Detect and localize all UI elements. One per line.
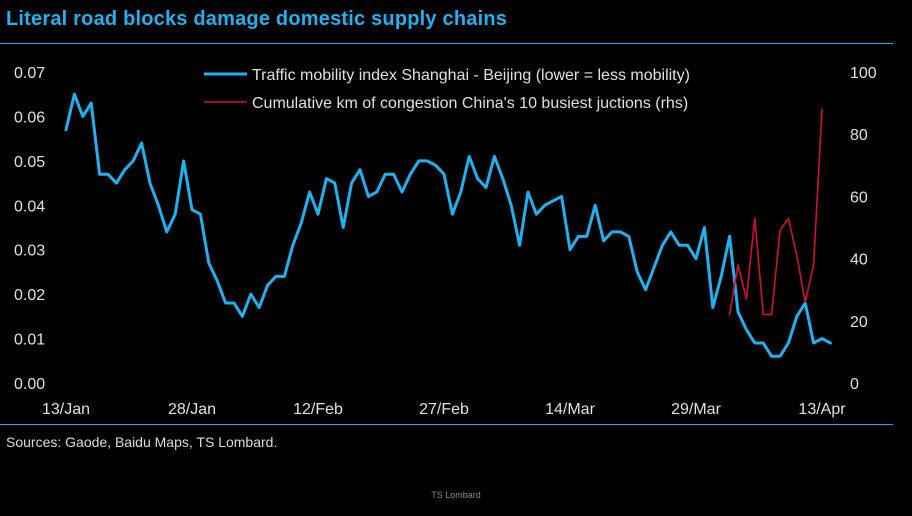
x-tick-label: 13/Apr — [798, 401, 846, 418]
line-chart: 0.00 0.01 0.02 0.03 0.04 0.05 0.06 0.07 0 20 40 60… — [14, 65, 877, 418]
right-tick-label: 100 — [850, 65, 877, 82]
legend: Traffic mobility index Shanghai - Beijin… — [204, 67, 690, 112]
legend-label: Cumulative km of congestion China's 10 b… — [252, 95, 688, 112]
left-tick-label: 0.07 — [14, 65, 45, 82]
footer-brand: TS Lombard — [431, 490, 481, 500]
left-tick-label: 0.04 — [14, 198, 45, 215]
left-tick-label: 0.02 — [14, 287, 45, 304]
source-divider — [0, 424, 893, 425]
left-tick-label: 0.05 — [14, 154, 45, 171]
left-tick-label: 0.00 — [14, 376, 45, 393]
right-tick-label: 80 — [850, 127, 868, 144]
congestion-line — [728, 108, 823, 316]
chart-title: Literal road blocks damage domestic supp… — [6, 8, 508, 30]
legend-label: Traffic mobility index Shanghai - Beijin… — [252, 67, 690, 84]
x-tick-label: 14/Mar — [545, 401, 595, 418]
title-divider — [0, 43, 893, 44]
right-axis-tick-labels: 0 20 40 60 80 100 — [850, 65, 877, 393]
series-layer — [64, 92, 832, 358]
left-tick-label: 0.01 — [14, 332, 45, 349]
x-axis-tick-labels: 13/Jan 28/Jan 12/Feb 27/Feb 14/Mar 29/Mar 13/A… — [42, 401, 846, 418]
left-axis-tick-labels: 0.00 0.01 0.02 0.03 0.04 0.05 0.06 0.07 — [14, 65, 45, 393]
left-tick-label: 0.06 — [14, 109, 45, 126]
x-tick-label: 27/Feb — [419, 401, 469, 418]
x-tick-label: 28/Jan — [168, 401, 216, 418]
source-note: Sources: Gaode, Baidu Maps, TS Lombard. — [6, 434, 278, 450]
right-tick-label: 0 — [850, 376, 859, 393]
right-tick-label: 60 — [850, 189, 868, 206]
right-tick-label: 20 — [850, 314, 868, 331]
x-tick-label: 12/Feb — [293, 401, 343, 418]
x-tick-label: 29/Mar — [671, 401, 721, 418]
right-tick-label: 40 — [850, 252, 868, 269]
left-tick-label: 0.03 — [14, 243, 45, 260]
traffic-mobility-line — [64, 92, 832, 358]
x-tick-label: 13/Jan — [42, 401, 90, 418]
